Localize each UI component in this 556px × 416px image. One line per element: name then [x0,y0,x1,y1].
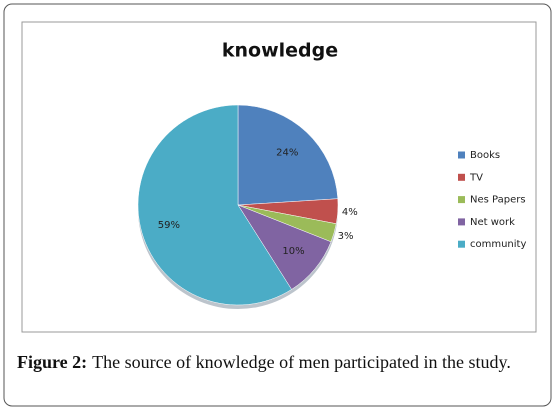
chart-title: knowledge [222,40,338,62]
data-label: 3% [338,231,354,242]
data-label: 59% [158,220,180,231]
caption-label: Figure 2: [17,352,87,372]
legend-label: Nes Papers [470,195,526,206]
data-label: 4% [342,207,358,218]
data-label: 24% [276,148,298,159]
data-label: 10% [282,246,304,257]
legend-swatch [458,218,465,226]
legend-swatch [458,173,465,181]
caption-text: The source of knowledge of men participa… [92,352,511,372]
legend-label: Net work [470,217,515,228]
legend-label: Books [470,150,500,161]
caption: Figure 2: The source of knowledge of men … [17,352,511,372]
legend-swatch [458,196,465,204]
pie-slice [237,104,339,206]
legend-label: TV [469,172,483,183]
legend-label: community [470,239,526,250]
legend-swatch [458,240,465,248]
legend-swatch [458,151,465,159]
pie-slice [137,104,292,306]
